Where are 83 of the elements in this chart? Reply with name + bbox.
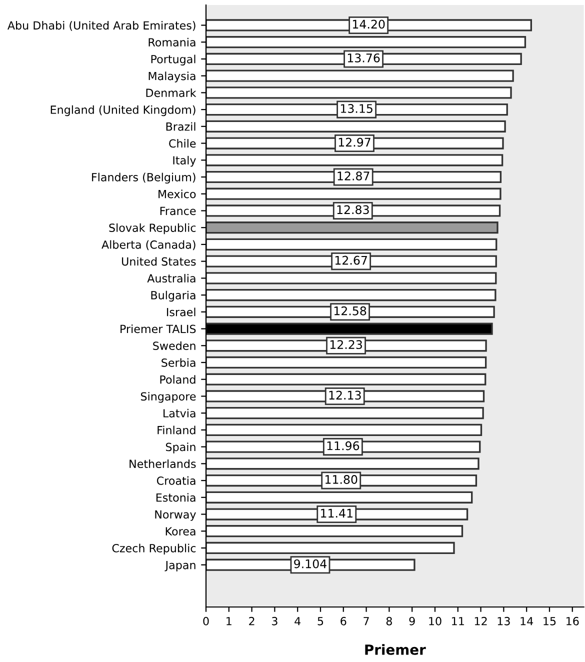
y-tick-label: Mexico [158,190,196,198]
y-tick-label: Norway [155,510,196,521]
y-tick-label: Australia [147,274,196,283]
data-label: 11.96 [327,441,360,450]
data-label: 12.97 [338,138,370,147]
x-tick-label: 1 [226,617,232,626]
data-label: 12.83 [337,205,369,214]
y-tick-label: Japan [164,560,196,572]
x-tick-label: 5 [318,617,324,626]
bar [206,288,496,302]
y-tick-label: Finland [158,426,196,434]
x-tick-label: 0 [203,616,209,626]
x-tick-label: 10 [429,616,442,626]
x-tick-label: 9 [409,616,415,626]
data-label: 14.20 [352,20,385,29]
y-tick-label: Priemer TALIS [120,324,196,334]
y-tick-label: Netherlands [130,459,196,468]
y-tick-label: Serbia [162,358,196,367]
data-label: 12.13 [329,390,361,400]
bar [206,154,504,166]
y-tick-label: Slovak Republic [109,223,196,234]
bar [206,36,526,48]
y-tick-label: Czech Republic [112,544,196,555]
y-tick-label: Abu Dhabi (United Arab Emirates) [8,21,196,31]
y-tick-label: Latvia [164,408,196,418]
data-label: 11.80 [326,475,358,484]
x-tick-label: 3 [272,616,278,626]
y-tick-label: Israel [167,308,196,316]
bar [206,188,502,200]
y-tick-label: Korea [166,527,196,536]
y-tick-label: Chile [169,139,196,148]
bar [206,373,486,386]
x-tick-label: 11 [452,617,464,626]
bar [206,222,498,234]
y-tick-label: United States [122,257,196,266]
y-tick-label: Flanders (Belgium) [92,172,196,184]
y-tick-label: Brazil [166,122,196,131]
bar [206,86,512,99]
y-tick-label: France [160,206,196,216]
bar [206,120,506,132]
y-tick-label: Alberta (Canada) [102,240,196,250]
data-label: 12.58 [334,306,366,316]
x-tick-label: 8 [386,616,392,626]
y-tick-label: Italy [173,156,196,167]
data-label: 12.23 [330,340,362,350]
y-tick-label: Sweden [153,341,196,350]
y-tick-label: Romania [148,38,196,46]
data-label: 12.87 [338,171,370,180]
x-tick-label: 4 [294,617,301,626]
data-label: 9.104 [294,559,326,568]
bar [206,356,487,369]
y-tick-label: Malaysia [148,72,196,82]
x-axis-title: Priemer [365,644,426,655]
y-tick-label: England (United Kingdom) [50,105,196,116]
x-tick-label: 2 [249,616,254,626]
bar [206,407,484,420]
bar [206,458,480,470]
bar [206,238,498,251]
y-tick-label: Poland [160,375,196,384]
x-tick-label: 14 [520,617,534,626]
data-label: 13.76 [348,53,380,62]
y-tick-label: Bulgaria [151,290,196,302]
y-tick-label: Estonia [156,493,196,502]
x-tick-label: 16 [566,616,579,626]
y-tick-label: Spain [166,442,196,454]
x-tick-label: 15 [544,617,556,626]
bar [206,542,455,554]
data-label: 12.67 [335,256,367,265]
data-label: 13.15 [340,104,372,113]
x-tick-label: 12 [474,616,487,626]
data-label: 11.41 [321,508,352,518]
bar [206,491,473,504]
bar [206,272,497,284]
bar [206,70,514,82]
y-tick-label: Singapore [140,392,196,403]
y-tick-label: Portugal [151,54,196,66]
x-tick-label: 13 [498,616,510,626]
x-tick-label: 7 [364,617,369,626]
bar [206,424,482,436]
x-tick-label: 6 [340,616,346,626]
y-tick-label: Croatia [156,476,196,485]
y-tick-label: Denmark [146,88,196,98]
bar [206,525,464,538]
